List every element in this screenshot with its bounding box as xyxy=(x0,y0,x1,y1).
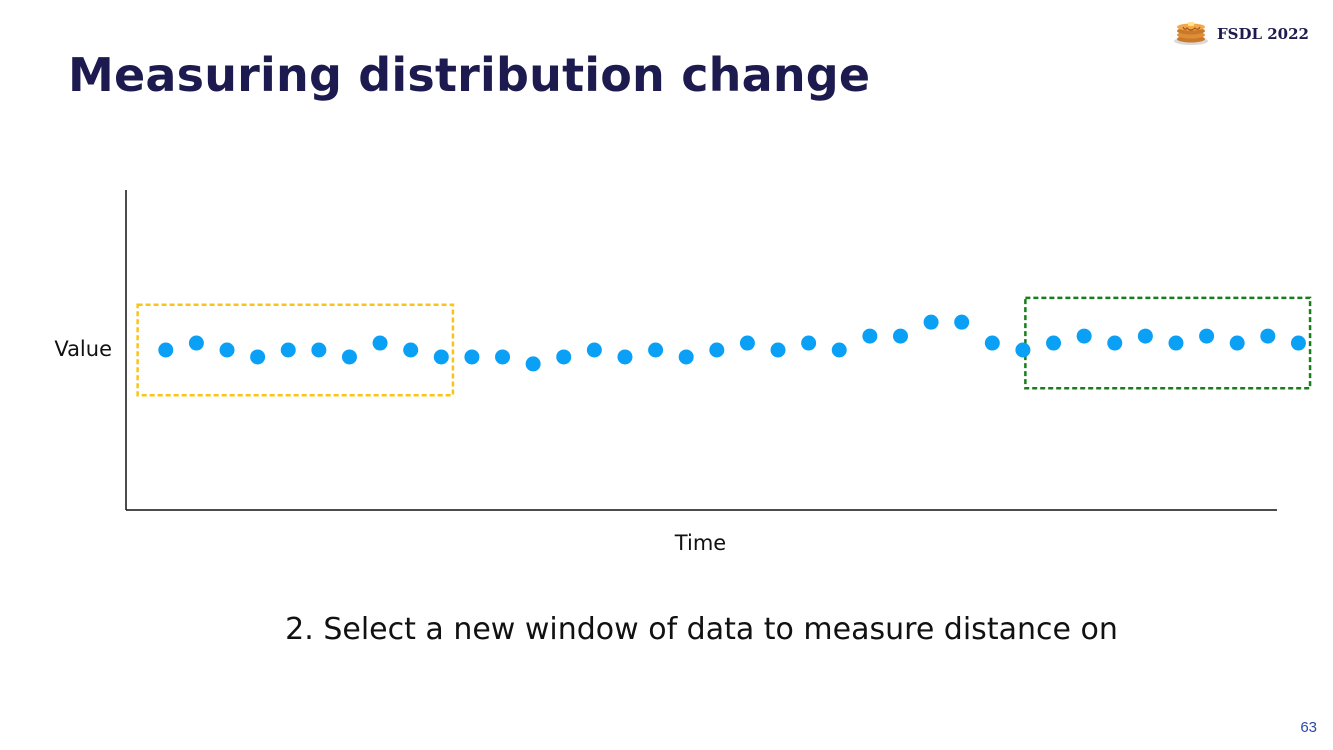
data-point xyxy=(648,342,664,358)
data-point xyxy=(1076,328,1092,344)
data-point xyxy=(617,349,633,365)
data-point xyxy=(250,349,266,365)
data-point xyxy=(586,342,602,358)
page-number: 63 xyxy=(1300,719,1317,736)
data-point xyxy=(954,314,970,330)
data-point xyxy=(311,342,327,358)
data-point xyxy=(341,349,357,365)
brand: FSDL 2022 xyxy=(1173,16,1309,51)
data-point xyxy=(1199,328,1215,344)
data-point xyxy=(709,342,725,358)
data-point xyxy=(770,342,786,358)
data-point xyxy=(372,335,388,351)
x-axis-label: Time xyxy=(674,531,726,555)
data-point xyxy=(433,349,449,365)
data-point xyxy=(464,349,480,365)
data-point xyxy=(1229,335,1245,351)
y-axis-label: Value xyxy=(54,337,112,361)
data-point xyxy=(525,356,541,372)
data-point xyxy=(219,342,235,358)
data-point xyxy=(862,328,878,344)
data-point xyxy=(1107,335,1123,351)
data-point xyxy=(1260,328,1276,344)
data-point xyxy=(923,314,939,330)
slide-caption: 2. Select a new window of data to measur… xyxy=(285,612,1118,647)
data-point xyxy=(188,335,204,351)
window-box-reference xyxy=(136,303,455,397)
data-point xyxy=(984,335,1000,351)
data-point xyxy=(892,328,908,344)
data-point xyxy=(1015,342,1031,358)
data-point xyxy=(831,342,847,358)
data-point xyxy=(1137,328,1153,344)
data-point xyxy=(280,342,296,358)
brand-label: FSDL 2022 xyxy=(1216,24,1309,43)
data-points xyxy=(158,314,1306,372)
pancake-stack-icon xyxy=(1173,16,1209,51)
data-point xyxy=(495,349,511,365)
data-point xyxy=(556,349,572,365)
data-point xyxy=(678,349,694,365)
data-point xyxy=(801,335,817,351)
slide-title: Measuring distribution change xyxy=(68,48,871,102)
data-point xyxy=(1168,335,1184,351)
data-point xyxy=(403,342,419,358)
data-point xyxy=(158,342,174,358)
data-point xyxy=(1046,335,1062,351)
data-point xyxy=(739,335,755,351)
data-point xyxy=(1290,335,1306,351)
